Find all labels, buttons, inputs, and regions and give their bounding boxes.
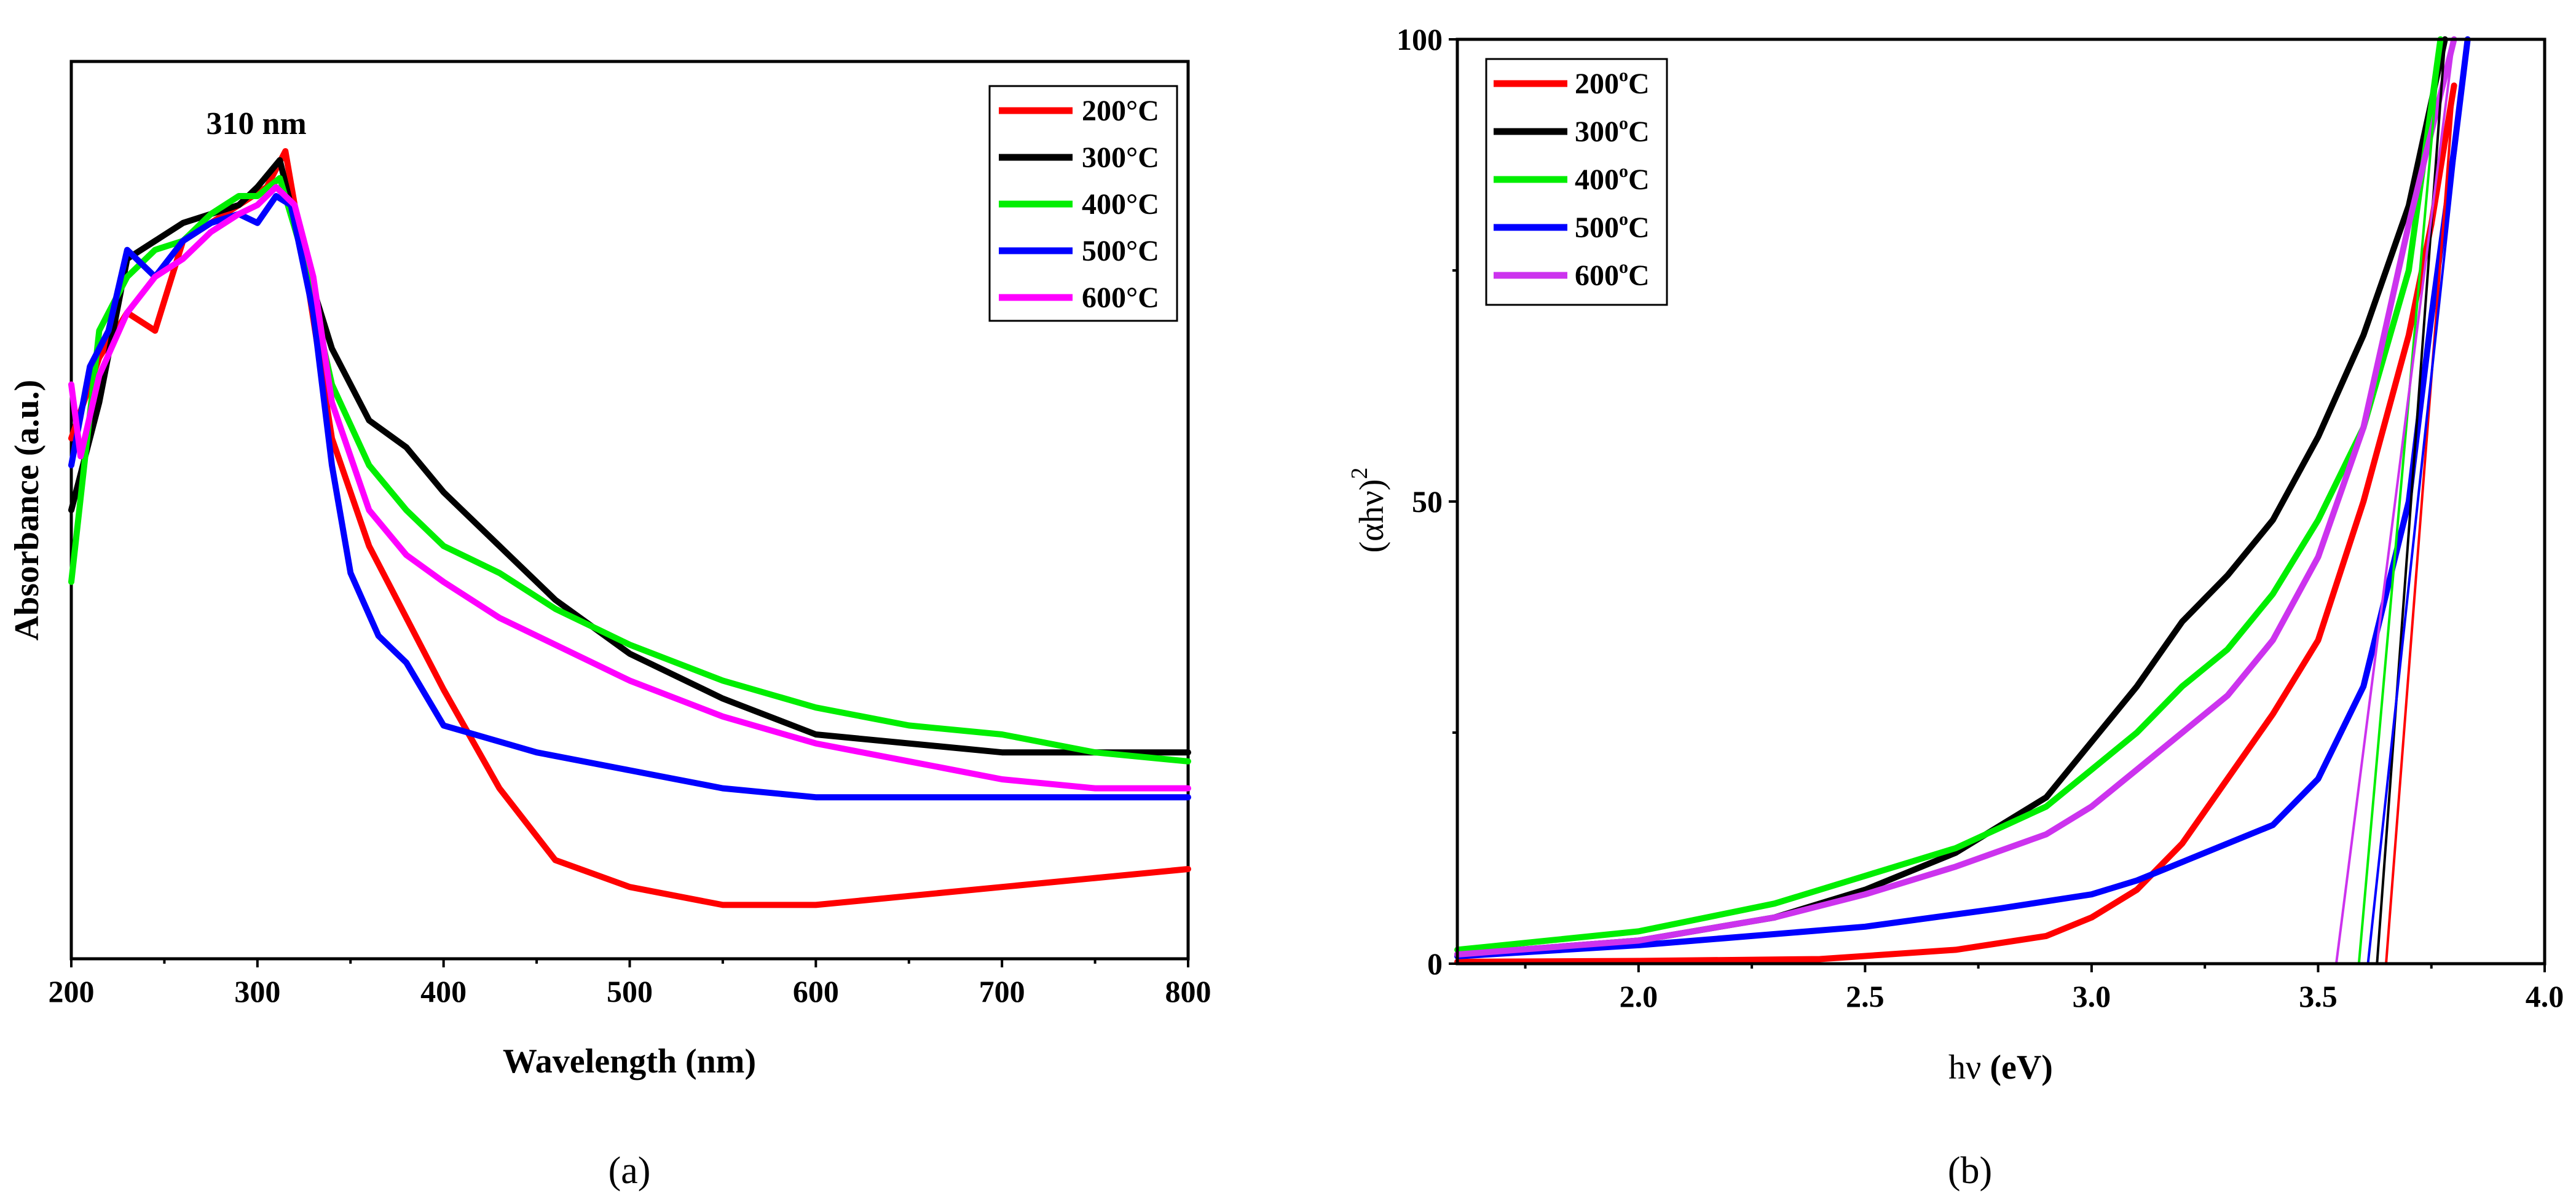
caption-b: (b) bbox=[1948, 1150, 1992, 1192]
x-tick-label-b: 2.0 bbox=[1620, 979, 1658, 1013]
tangent-line-b-600-c bbox=[2334, 39, 2456, 964]
legend-label-b-500-c: 500oC bbox=[1575, 209, 1650, 244]
x-tick-label-b: 3.0 bbox=[2073, 979, 2111, 1013]
legend-b: 200oC 300oC 400oC 500oC 600oC bbox=[1485, 58, 1668, 306]
x-tick-label-a: 500 bbox=[607, 974, 653, 1009]
legend-label-b-300-c: 300oC bbox=[1575, 113, 1650, 148]
series-line-a-300-c bbox=[68, 157, 1191, 756]
series-group-a bbox=[68, 148, 1191, 908]
series-line-a-400-c bbox=[68, 175, 1191, 765]
x-tick-label-b: 4.0 bbox=[2526, 979, 2564, 1013]
panel-a: 200 300 400 500 600 700 800 310 nm 200°C 300°C 4… bbox=[8, 60, 1211, 1192]
series-line-a-600-c bbox=[68, 184, 1191, 792]
legend-label-a-400-c: 400°C bbox=[1082, 188, 1159, 221]
tangent-line-b-400-c bbox=[2357, 39, 2442, 964]
tangent-line-b-300-c bbox=[2376, 39, 2446, 964]
peak-annotation: 310 nm bbox=[206, 106, 306, 141]
tangent-line-b-500-c bbox=[2366, 39, 2469, 964]
legend-label-a-500-c: 500°C bbox=[1082, 235, 1159, 267]
legend-label-b-200-c: 200oC bbox=[1575, 65, 1650, 100]
tangent-line-b-200-c bbox=[2385, 85, 2456, 964]
x-tick-label-a: 400 bbox=[420, 974, 467, 1009]
x-tick-label-b: 3.5 bbox=[2299, 979, 2338, 1013]
y-tick-label-b: 0 bbox=[1427, 946, 1443, 981]
y-axis-label-a: Absorbance (a.u.) bbox=[8, 380, 46, 641]
x-tick-label-a: 800 bbox=[1165, 974, 1211, 1009]
legend-a: 200°C 300°C 400°C 500°C 600°C bbox=[988, 85, 1178, 322]
y-tick-label-b: 50 bbox=[1412, 484, 1443, 519]
series-line-b-500-c bbox=[1454, 36, 2471, 959]
series-line-b-200-c bbox=[1454, 82, 2457, 965]
x-tick-label-b: 2.5 bbox=[1846, 979, 1885, 1013]
x-axis-label-a: Wavelength (nm) bbox=[503, 1042, 756, 1080]
x-tick-label-a: 200 bbox=[49, 974, 95, 1009]
series-line-a-200-c bbox=[68, 148, 1191, 908]
series-group-b bbox=[1454, 36, 2471, 965]
x-ticks-a: 200 300 400 500 600 700 800 bbox=[49, 959, 1211, 1009]
legend-label-b-600-c: 600oC bbox=[1575, 257, 1650, 292]
legend-label-a-300-c: 300°C bbox=[1082, 141, 1159, 174]
legend-label-a-600-c: 600°C bbox=[1082, 281, 1159, 314]
axis-ticks-b: 2.0 2.5 3.0 3.5 4.0 0 50 100 bbox=[1396, 22, 2564, 1013]
y-tick-label-b: 100 bbox=[1396, 22, 1443, 57]
x-tick-label-a: 300 bbox=[234, 974, 280, 1009]
legend-label-b-400-c: 400oC bbox=[1575, 161, 1650, 196]
y-axis-label-b: (αhν)2 bbox=[1347, 468, 1391, 553]
series-line-b-600-c bbox=[1454, 36, 2457, 958]
tangent-lines-b bbox=[2334, 39, 2469, 964]
x-axis-label-b: hν (eV) bbox=[1948, 1049, 2053, 1087]
panel-b: 2.0 2.5 3.0 3.5 4.0 0 50 100 200oC 300oC 400oC 500… bbox=[1347, 22, 2564, 1192]
x-tick-label-a: 600 bbox=[793, 974, 839, 1009]
x-tick-label-a: 700 bbox=[979, 974, 1025, 1009]
caption-a: (a) bbox=[609, 1150, 651, 1192]
series-line-b-400-c bbox=[1454, 36, 2444, 953]
legend-label-a-200-c: 200°C bbox=[1082, 95, 1159, 127]
